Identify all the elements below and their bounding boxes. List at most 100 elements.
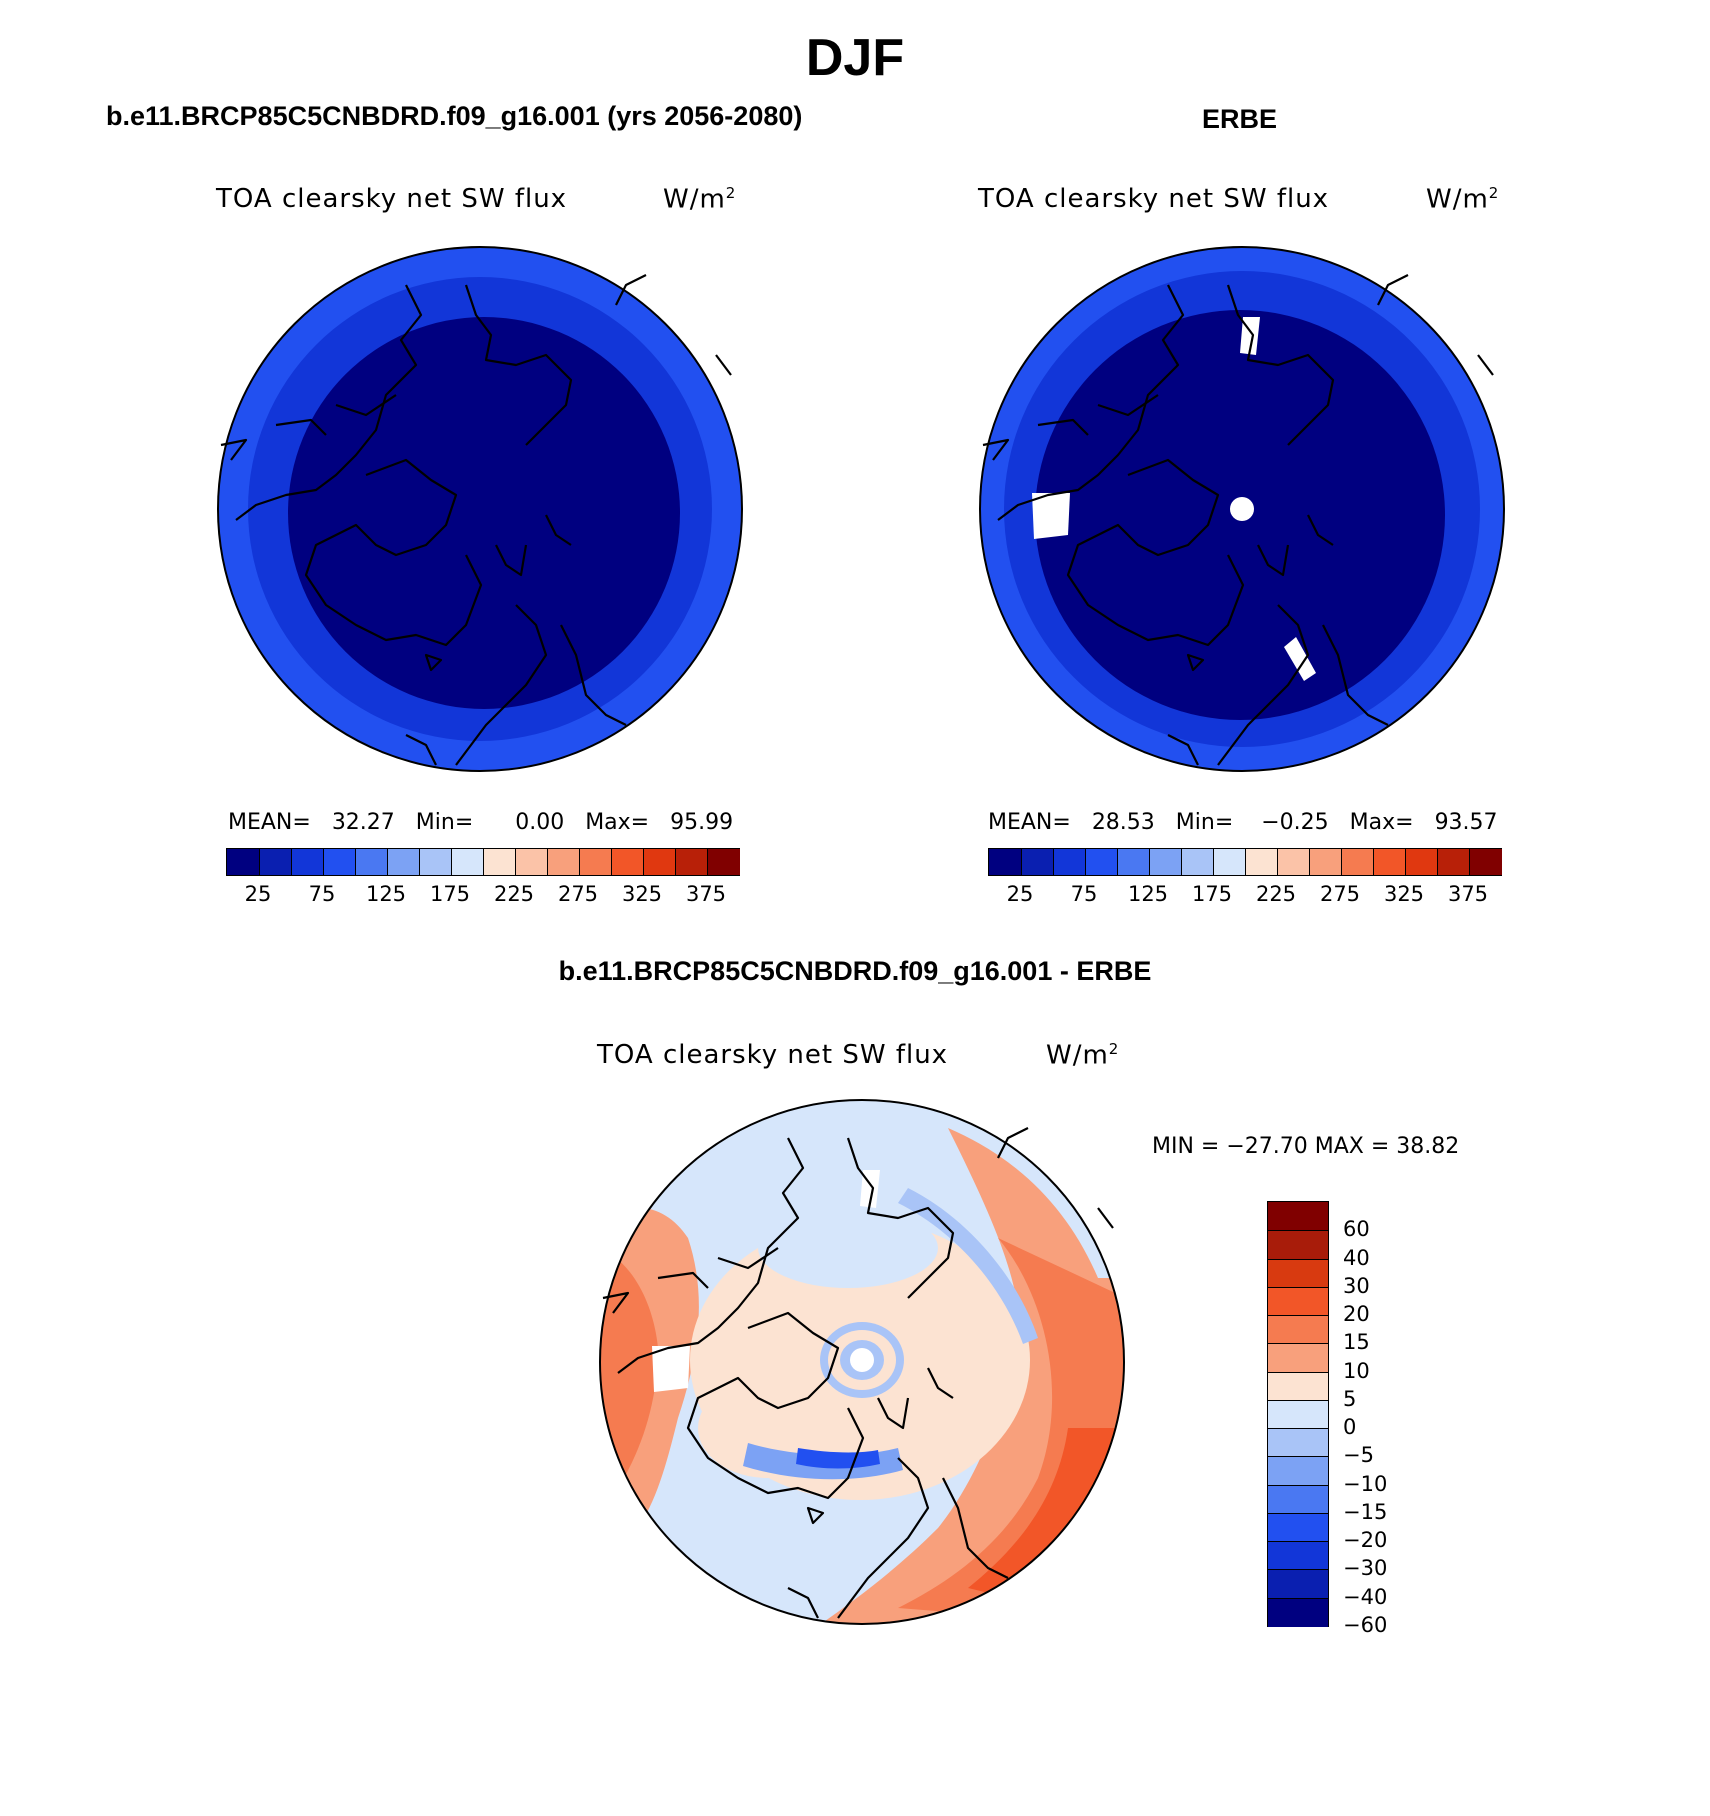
colorbar-tick-label: 60 xyxy=(1343,1217,1370,1242)
colorbar-swatch xyxy=(1268,1343,1328,1373)
colorbar-swatch xyxy=(1268,1258,1328,1288)
colorbar-swatch xyxy=(1213,849,1246,875)
colorbar-tick-label: 0 xyxy=(1343,1415,1357,1440)
colorbar-swatch xyxy=(1268,1230,1328,1260)
colorbar-swatch xyxy=(1268,1456,1328,1486)
obs-polar-map xyxy=(979,246,1505,772)
model-stats: MEAN= 32.27 Min= 0.00 Max= 95.99 xyxy=(228,810,734,835)
colorbar-swatch xyxy=(419,849,452,875)
colorbar-swatch xyxy=(483,849,516,875)
colorbar-tick-label: 25 xyxy=(1006,882,1034,906)
colorbar-swatch xyxy=(1268,1315,1328,1345)
colorbar-swatch xyxy=(1437,849,1470,875)
missing-data-patch xyxy=(1032,493,1070,539)
diff-units-label: W/m2 xyxy=(1046,1040,1120,1071)
colorbar-swatch xyxy=(1277,849,1310,875)
colorbar-swatch xyxy=(643,849,676,875)
obs-units-label: W/m2 xyxy=(1426,184,1500,215)
colorbar-swatch xyxy=(1085,849,1118,875)
pole-missing-data xyxy=(850,1348,874,1372)
colorbar-swatch xyxy=(515,849,548,875)
colorbar-tick-label: 25 xyxy=(244,882,272,906)
model-colorbar-ticks: 25 75 125 175 225 275 325 375 xyxy=(226,882,738,908)
obs-stats: MEAN= 28.53 Min= −0.25 Max= 93.57 xyxy=(988,810,1498,835)
coastlines xyxy=(982,274,1494,766)
colorbar-tick-label: 75 xyxy=(308,882,336,906)
colorbar-tick-label: 75 xyxy=(1070,882,1098,906)
colorbar-tick-label: 375 xyxy=(1447,882,1489,906)
missing-data-patch xyxy=(1240,317,1260,355)
colorbar-tick-label: −5 xyxy=(1343,1443,1374,1468)
missing-data-patch xyxy=(860,1170,880,1208)
colorbar-tick-label: 15 xyxy=(1343,1330,1370,1355)
figure-title: DJF xyxy=(805,29,905,87)
diff-polar-map xyxy=(599,1099,1125,1625)
obs-colorbar xyxy=(988,848,1502,876)
colorbar-tick-label: −15 xyxy=(1343,1499,1388,1524)
coastlines xyxy=(602,1127,1114,1619)
colorbar-swatch xyxy=(1373,849,1406,875)
colorbar-swatch xyxy=(291,849,324,875)
obs-panel-title: ERBE xyxy=(1202,104,1278,134)
diff-colorbar-ticks: 60 40 30 20 15 10 5 0 −5 −10 −15 −20 −30 −40 −60 xyxy=(1267,1201,1427,1637)
colorbar-swatch xyxy=(1149,849,1182,875)
colorbar-tick-label: −10 xyxy=(1343,1471,1388,1496)
colorbar-swatch xyxy=(355,849,388,875)
colorbar-tick-label: 225 xyxy=(493,882,535,906)
diff-contour-minus20-minus15 xyxy=(796,1448,880,1469)
diff-contour-minus10-minus5 xyxy=(898,1188,1038,1344)
diff-colorbar xyxy=(1267,1201,1329,1627)
colorbar-swatch xyxy=(259,849,292,875)
model-units-label: W/m2 xyxy=(663,184,737,215)
colorbar-swatch xyxy=(1268,1597,1328,1627)
colorbar-tick-label: −60 xyxy=(1343,1613,1388,1637)
colorbar-tick-label: 325 xyxy=(1383,882,1425,906)
colorbar-swatch xyxy=(547,849,580,875)
model-colorbar xyxy=(226,848,740,876)
colorbar-tick-label: 125 xyxy=(365,882,407,906)
colorbar-swatch xyxy=(1309,849,1342,875)
diff-panel-title: b.e11.BRCP85C5CNBDRD.f09_g16.001 - ERBE xyxy=(558,956,1152,986)
coastlines xyxy=(220,274,732,766)
model-variable-label: TOA clearsky net SW flux xyxy=(216,184,568,214)
obs-colorbar-ticks: 25 75 125 175 225 275 325 375 xyxy=(988,882,1500,908)
colorbar-swatch xyxy=(1245,849,1278,875)
colorbar-swatch xyxy=(1469,849,1502,875)
colorbar-swatch xyxy=(1053,849,1086,875)
colorbar-swatch xyxy=(1268,1541,1328,1571)
model-panel-title: b.e11.BRCP85C5CNBDRD.f09_g16.001 (yrs 20… xyxy=(106,101,803,131)
colorbar-tick-label: 125 xyxy=(1127,882,1169,906)
colorbar-swatch xyxy=(1117,849,1150,875)
colorbar-swatch xyxy=(1405,849,1438,875)
colorbar-swatch xyxy=(1181,849,1214,875)
colorbar-swatch xyxy=(1268,1371,1328,1401)
colorbar-tick-label: 275 xyxy=(1319,882,1361,906)
colorbar-swatch xyxy=(1021,849,1054,875)
colorbar-swatch xyxy=(1341,849,1374,875)
colorbar-tick-label: 20 xyxy=(1343,1302,1370,1327)
diff-contour-minus5-0 xyxy=(758,1208,938,1288)
colorbar-tick-label: −20 xyxy=(1343,1528,1388,1553)
colorbar-tick-label: 175 xyxy=(429,882,471,906)
colorbar-swatch xyxy=(1268,1286,1328,1317)
colorbar-swatch xyxy=(675,849,708,875)
colorbar-tick-label: 10 xyxy=(1343,1358,1370,1383)
obs-variable-label: TOA clearsky net SW flux xyxy=(978,184,1330,214)
colorbar-swatch xyxy=(451,849,484,875)
colorbar-swatch xyxy=(1268,1202,1328,1231)
colorbar-swatch xyxy=(387,849,420,875)
colorbar-tick-label: 375 xyxy=(685,882,727,906)
colorbar-tick-label: 275 xyxy=(557,882,599,906)
colorbar-swatch xyxy=(611,849,644,875)
flux-contour-0-25 xyxy=(288,317,680,709)
colorbar-swatch xyxy=(1268,1569,1328,1599)
missing-data-patch xyxy=(1284,637,1316,681)
diff-minmax: MIN = −27.70 MAX = 38.82 xyxy=(1152,1134,1460,1159)
colorbar-swatch xyxy=(1268,1399,1328,1430)
colorbar-swatch xyxy=(1268,1512,1328,1543)
colorbar-tick-label: −30 xyxy=(1343,1556,1388,1581)
pole-missing-data xyxy=(1230,497,1254,521)
diff-variable-label: TOA clearsky net SW flux xyxy=(597,1040,949,1070)
colorbar-tick-label: 325 xyxy=(621,882,663,906)
diff-contour-20-30 xyxy=(600,1248,658,1488)
